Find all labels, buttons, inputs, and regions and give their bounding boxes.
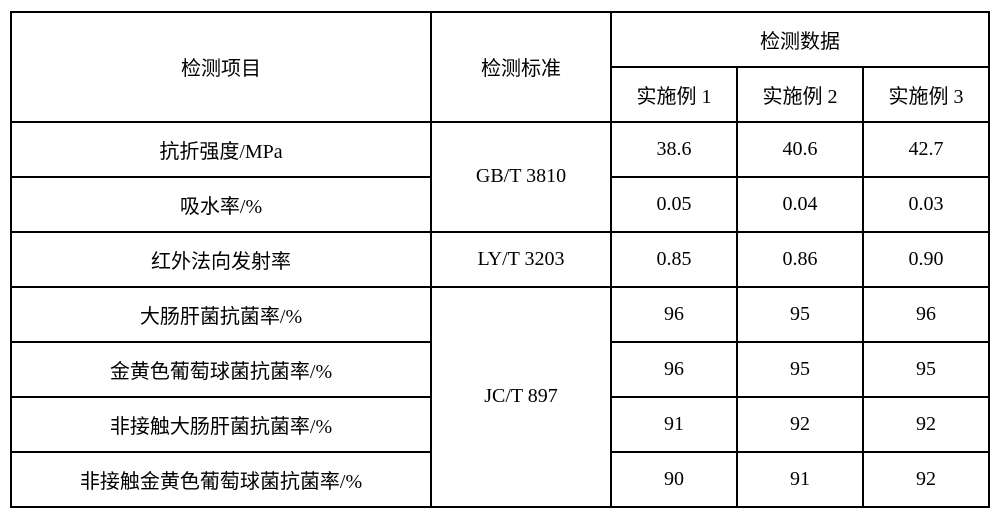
header-data-group: 检测数据 bbox=[611, 12, 989, 67]
cell-ex3: 0.90 bbox=[863, 232, 989, 287]
cell-ex1: 96 bbox=[611, 287, 737, 342]
cell-ex1: 90 bbox=[611, 452, 737, 507]
cell-ex2: 40.6 bbox=[737, 122, 863, 177]
cell-item: 金黄色葡萄球菌抗菌率/% bbox=[11, 342, 431, 397]
cell-ex1: 38.6 bbox=[611, 122, 737, 177]
table-row: 红外法向发射率 LY/T 3203 0.85 0.86 0.90 bbox=[11, 232, 989, 287]
cell-ex1: 96 bbox=[611, 342, 737, 397]
cell-item: 红外法向发射率 bbox=[11, 232, 431, 287]
cell-ex3: 95 bbox=[863, 342, 989, 397]
cell-ex1: 91 bbox=[611, 397, 737, 452]
cell-standard: JC/T 897 bbox=[431, 287, 611, 507]
cell-ex2: 91 bbox=[737, 452, 863, 507]
header-example2: 实施例 2 bbox=[737, 67, 863, 122]
cell-item: 大肠肝菌抗菌率/% bbox=[11, 287, 431, 342]
cell-ex3: 42.7 bbox=[863, 122, 989, 177]
header-standard: 检测标准 bbox=[431, 12, 611, 122]
cell-ex3: 96 bbox=[863, 287, 989, 342]
cell-ex3: 92 bbox=[863, 452, 989, 507]
cell-ex1: 0.05 bbox=[611, 177, 737, 232]
cell-ex3: 92 bbox=[863, 397, 989, 452]
cell-ex2: 95 bbox=[737, 287, 863, 342]
cell-item: 抗折强度/MPa bbox=[11, 122, 431, 177]
cell-item: 吸水率/% bbox=[11, 177, 431, 232]
cell-item: 非接触大肠肝菌抗菌率/% bbox=[11, 397, 431, 452]
table-row: 大肠肝菌抗菌率/% JC/T 897 96 95 96 bbox=[11, 287, 989, 342]
cell-ex2: 92 bbox=[737, 397, 863, 452]
table-body: 抗折强度/MPa GB/T 3810 38.6 40.6 42.7 吸水率/% … bbox=[11, 122, 989, 507]
cell-standard: GB/T 3810 bbox=[431, 122, 611, 232]
header-example3: 实施例 3 bbox=[863, 67, 989, 122]
cell-item: 非接触金黄色葡萄球菌抗菌率/% bbox=[11, 452, 431, 507]
cell-standard: LY/T 3203 bbox=[431, 232, 611, 287]
table-row: 抗折强度/MPa GB/T 3810 38.6 40.6 42.7 bbox=[11, 122, 989, 177]
cell-ex3: 0.03 bbox=[863, 177, 989, 232]
header-row-1: 检测项目 检测标准 检测数据 bbox=[11, 12, 989, 67]
header-example1: 实施例 1 bbox=[611, 67, 737, 122]
cell-ex2: 0.86 bbox=[737, 232, 863, 287]
cell-ex2: 95 bbox=[737, 342, 863, 397]
data-table: 检测项目 检测标准 检测数据 实施例 1 实施例 2 实施例 3 抗折强度/MP… bbox=[10, 11, 990, 508]
cell-ex2: 0.04 bbox=[737, 177, 863, 232]
cell-ex1: 0.85 bbox=[611, 232, 737, 287]
header-item: 检测项目 bbox=[11, 12, 431, 122]
